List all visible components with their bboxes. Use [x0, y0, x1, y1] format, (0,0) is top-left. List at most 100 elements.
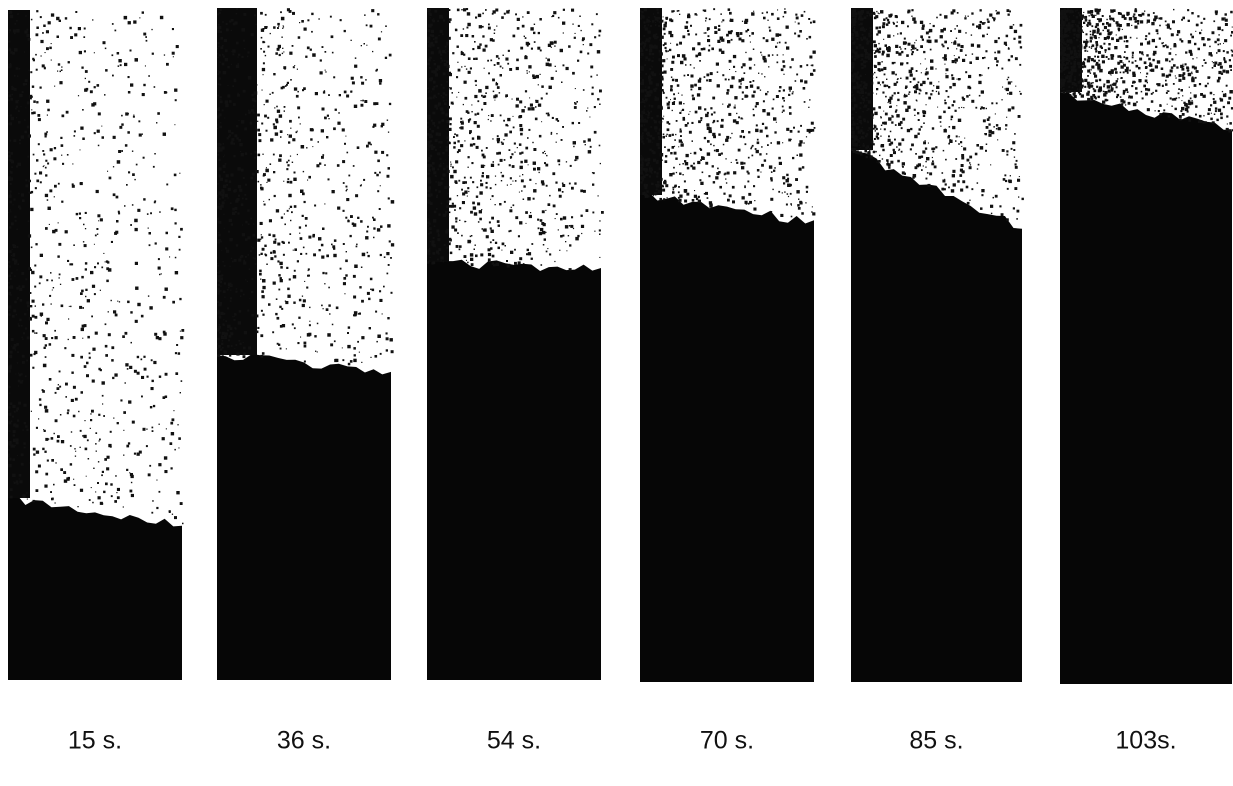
speckle: [776, 33, 780, 37]
speckle: [96, 451, 97, 452]
speckle: [43, 166, 44, 167]
speckle: [527, 249, 529, 251]
speckle: [41, 55, 42, 56]
speckle: [810, 22, 812, 24]
speckle: [371, 9, 374, 12]
speckle: [218, 265, 220, 267]
speckle: [575, 156, 578, 159]
speckle: [1166, 92, 1168, 94]
speckle: [26, 34, 29, 37]
speckle: [786, 174, 788, 176]
speckle: [686, 154, 689, 157]
speckle: [965, 32, 966, 33]
speckle: [9, 286, 12, 289]
speckle: [656, 184, 660, 188]
speckle: [434, 63, 436, 65]
speckle: [293, 250, 294, 251]
speckle: [749, 67, 752, 70]
speckle: [101, 503, 103, 505]
speckle: [788, 196, 789, 197]
speckle: [442, 120, 443, 121]
speckle: [172, 52, 175, 55]
speckle: [80, 447, 81, 448]
speckle: [528, 252, 531, 255]
speckle: [232, 138, 235, 141]
speckle: [427, 189, 430, 192]
speckle: [812, 206, 813, 207]
speckle: [920, 45, 923, 48]
speckle: [740, 83, 742, 85]
speckle: [486, 186, 488, 188]
speckle: [645, 98, 648, 101]
speckle: [991, 213, 992, 214]
speckle: [909, 70, 913, 74]
speckle: [230, 202, 232, 204]
speckle: [22, 338, 23, 339]
speckle: [658, 147, 660, 149]
speckle: [259, 254, 261, 256]
speckle: [355, 194, 358, 197]
speckle: [429, 128, 431, 130]
speckle: [346, 190, 347, 191]
speckle: [32, 58, 34, 60]
speckle: [951, 116, 953, 118]
speckle: [427, 111, 428, 112]
speckle: [987, 21, 989, 23]
speckle: [870, 60, 872, 62]
speckle: [234, 79, 236, 81]
speckle: [304, 201, 306, 203]
speckle: [223, 313, 225, 315]
speckle: [878, 43, 879, 44]
speckle: [761, 164, 764, 167]
speckle: [21, 325, 23, 327]
speckle: [1095, 15, 1096, 16]
speckle: [1153, 51, 1156, 54]
speckle: [346, 251, 347, 252]
speckle: [449, 117, 452, 120]
speckle: [643, 112, 645, 114]
speckle: [1013, 24, 1014, 25]
speckle: [472, 48, 474, 50]
speckle: [280, 266, 283, 269]
speckle: [383, 286, 385, 288]
speckle: [40, 181, 42, 183]
speckle: [494, 29, 496, 31]
speckle: [800, 202, 803, 205]
speckle: [449, 212, 451, 214]
speckle: [60, 284, 61, 285]
speckle: [777, 17, 780, 20]
speckle: [328, 287, 330, 289]
speckle: [1068, 86, 1070, 88]
speckle: [783, 182, 785, 184]
speckle: [22, 380, 24, 382]
speckle: [660, 47, 661, 48]
speckle: [218, 279, 221, 282]
speckle: [32, 86, 34, 88]
speckle: [1089, 46, 1091, 48]
speckle: [381, 123, 384, 126]
speckle: [736, 113, 737, 114]
speckle: [453, 146, 455, 148]
speckle: [243, 355, 246, 358]
speckle: [694, 195, 697, 198]
speckle: [18, 385, 19, 386]
speckle: [222, 45, 224, 47]
speckle: [694, 190, 695, 191]
speckle: [151, 512, 153, 514]
speckle: [221, 250, 222, 251]
speckle: [704, 137, 706, 139]
speckle: [768, 66, 769, 67]
speckle: [256, 331, 259, 334]
speckle: [679, 14, 680, 15]
speckle: [507, 185, 508, 186]
speckle: [268, 46, 270, 48]
speckle: [244, 128, 247, 131]
speckle: [566, 161, 567, 162]
speckle: [237, 63, 239, 65]
speckle: [662, 160, 663, 161]
speckle: [1208, 108, 1211, 111]
speckle: [124, 205, 126, 207]
speckle: [1014, 157, 1015, 158]
speckle: [79, 217, 81, 219]
speckle: [1201, 30, 1202, 31]
